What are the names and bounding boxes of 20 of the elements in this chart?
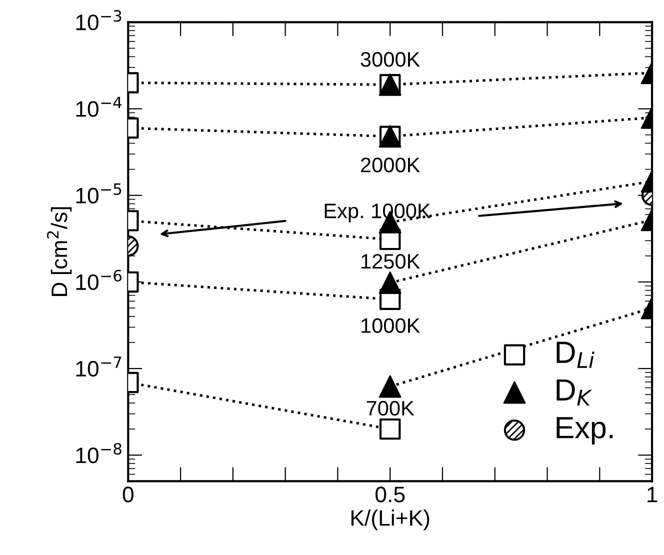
x-tick-label: 1 (648, 486, 658, 502)
y-tick-label: 10$^{−6}$ (76, 270, 122, 290)
x-tick-label: 0 (122, 486, 134, 502)
legend-label: D$_{K}$ (556, 379, 592, 406)
y-tick-label: 10$^{−8}$ (76, 442, 122, 464)
annotation: 1250K (362, 254, 420, 269)
annotation: 3000K (360, 52, 420, 67)
annotation: 700K (366, 400, 414, 416)
y-tick-label: 10$^{−3}$ (76, 10, 122, 30)
y-tick-label: 10$^{−4}$ (76, 96, 122, 117)
annotation: Exp. 1000K (324, 204, 431, 222)
annotation: 1000K (362, 318, 420, 334)
y-tick-label: 10$^{−5}$ (76, 183, 122, 204)
y-axis-title: D [cm$^{2}$/s] (46, 207, 72, 296)
x-tick-label: 0.5 (376, 486, 405, 502)
legend-label: Exp. (556, 417, 613, 445)
legend-label: D$_{Li}$ (556, 342, 594, 368)
y-tick-label: 10$^{−7}$ (76, 356, 122, 377)
x-axis-title: K/(Li+K) (351, 510, 430, 530)
annotation: 2000K (361, 158, 420, 172)
